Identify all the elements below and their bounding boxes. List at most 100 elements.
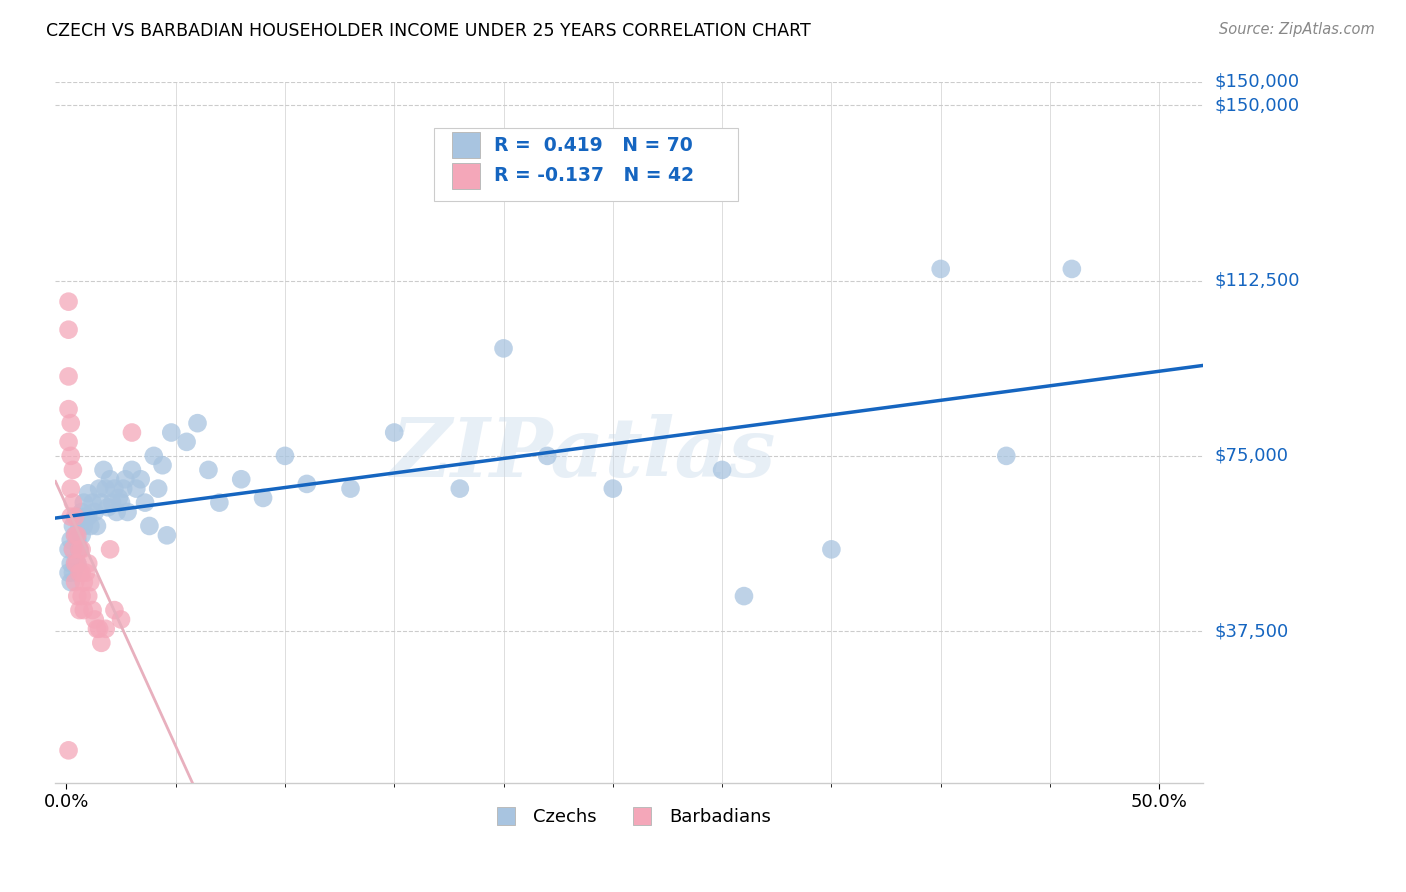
Point: [160, 425, 183, 440]
Point: [69, 603, 91, 617]
Point: [89, 482, 111, 496]
Point: [82, 603, 104, 617]
Bar: [453, 163, 479, 188]
Point: [62, 566, 84, 580]
Text: Source: ZipAtlas.com: Source: ZipAtlas.com: [1219, 22, 1375, 37]
Point: [156, 528, 179, 542]
Point: [58, 566, 80, 580]
Point: [110, 612, 132, 626]
FancyBboxPatch shape: [434, 128, 738, 202]
Text: $75,000: $75,000: [1215, 447, 1288, 465]
Point: [73, 495, 96, 509]
Point: [138, 519, 160, 533]
Point: [66, 557, 89, 571]
Point: [176, 434, 198, 449]
Point: [449, 482, 471, 496]
Point: [59, 509, 82, 524]
Point: [103, 603, 125, 617]
Point: [58, 743, 80, 757]
Point: [101, 495, 124, 509]
Point: [98, 542, 121, 557]
Point: [121, 463, 143, 477]
Point: [295, 477, 318, 491]
Point: [58, 542, 80, 557]
Text: $37,500: $37,500: [1215, 622, 1288, 640]
Point: [59, 482, 82, 496]
Point: [339, 482, 361, 496]
Point: [929, 261, 952, 276]
Point: [86, 519, 108, 533]
Point: [69, 519, 91, 533]
Point: [66, 557, 89, 571]
Point: [69, 566, 91, 580]
Text: CZECH VS BARBADIAN HOUSEHOLDER INCOME UNDER 25 YEARS CORRELATION CHART: CZECH VS BARBADIAN HOUSEHOLDER INCOME UN…: [46, 22, 811, 40]
Point: [105, 505, 128, 519]
Point: [382, 425, 405, 440]
Point: [252, 491, 274, 505]
Point: [70, 542, 93, 557]
Point: [59, 533, 82, 547]
Point: [69, 542, 91, 557]
Point: [77, 557, 100, 571]
Point: [79, 519, 101, 533]
Point: [79, 575, 101, 590]
Point: [62, 495, 84, 509]
Point: [152, 458, 174, 473]
Point: [820, 542, 842, 557]
Point: [733, 589, 755, 603]
Point: [536, 449, 558, 463]
Text: R = -0.137   N = 42: R = -0.137 N = 42: [494, 167, 693, 186]
Point: [89, 622, 111, 636]
Point: [75, 566, 97, 580]
Point: [59, 575, 82, 590]
Point: [112, 482, 135, 496]
Point: [77, 486, 100, 500]
Text: $150,000: $150,000: [1215, 96, 1299, 114]
Point: [86, 622, 108, 636]
Point: [146, 482, 169, 496]
Point: [134, 495, 156, 509]
Point: [90, 636, 112, 650]
Point: [129, 472, 152, 486]
Point: [66, 528, 89, 542]
Point: [59, 449, 82, 463]
Point: [59, 416, 82, 430]
Text: $150,000: $150,000: [1215, 73, 1299, 91]
Point: [66, 589, 89, 603]
Point: [75, 509, 97, 524]
Point: [63, 509, 86, 524]
Point: [62, 463, 84, 477]
Point: [73, 603, 96, 617]
Point: [73, 575, 96, 590]
Point: [711, 463, 734, 477]
Point: [90, 495, 112, 509]
Point: [66, 509, 89, 524]
Point: [995, 449, 1018, 463]
Point: [73, 519, 96, 533]
Point: [70, 589, 93, 603]
Point: [77, 509, 100, 524]
Text: ZIPatlas: ZIPatlas: [391, 414, 776, 493]
Point: [274, 449, 297, 463]
Point: [186, 416, 208, 430]
Legend: Czechs, Barbadians: Czechs, Barbadians: [481, 801, 778, 834]
Point: [63, 557, 86, 571]
Point: [492, 342, 515, 356]
Point: [63, 575, 86, 590]
Point: [1060, 261, 1083, 276]
Bar: [453, 132, 479, 158]
Point: [117, 505, 139, 519]
Point: [70, 566, 93, 580]
Point: [58, 402, 80, 417]
Point: [98, 472, 121, 486]
Point: [59, 557, 82, 571]
Point: [70, 528, 93, 542]
Point: [63, 528, 86, 542]
Point: [83, 505, 105, 519]
Point: [103, 482, 125, 496]
Point: [121, 425, 143, 440]
Point: [82, 495, 104, 509]
Point: [125, 482, 148, 496]
Point: [62, 519, 84, 533]
Point: [114, 472, 136, 486]
